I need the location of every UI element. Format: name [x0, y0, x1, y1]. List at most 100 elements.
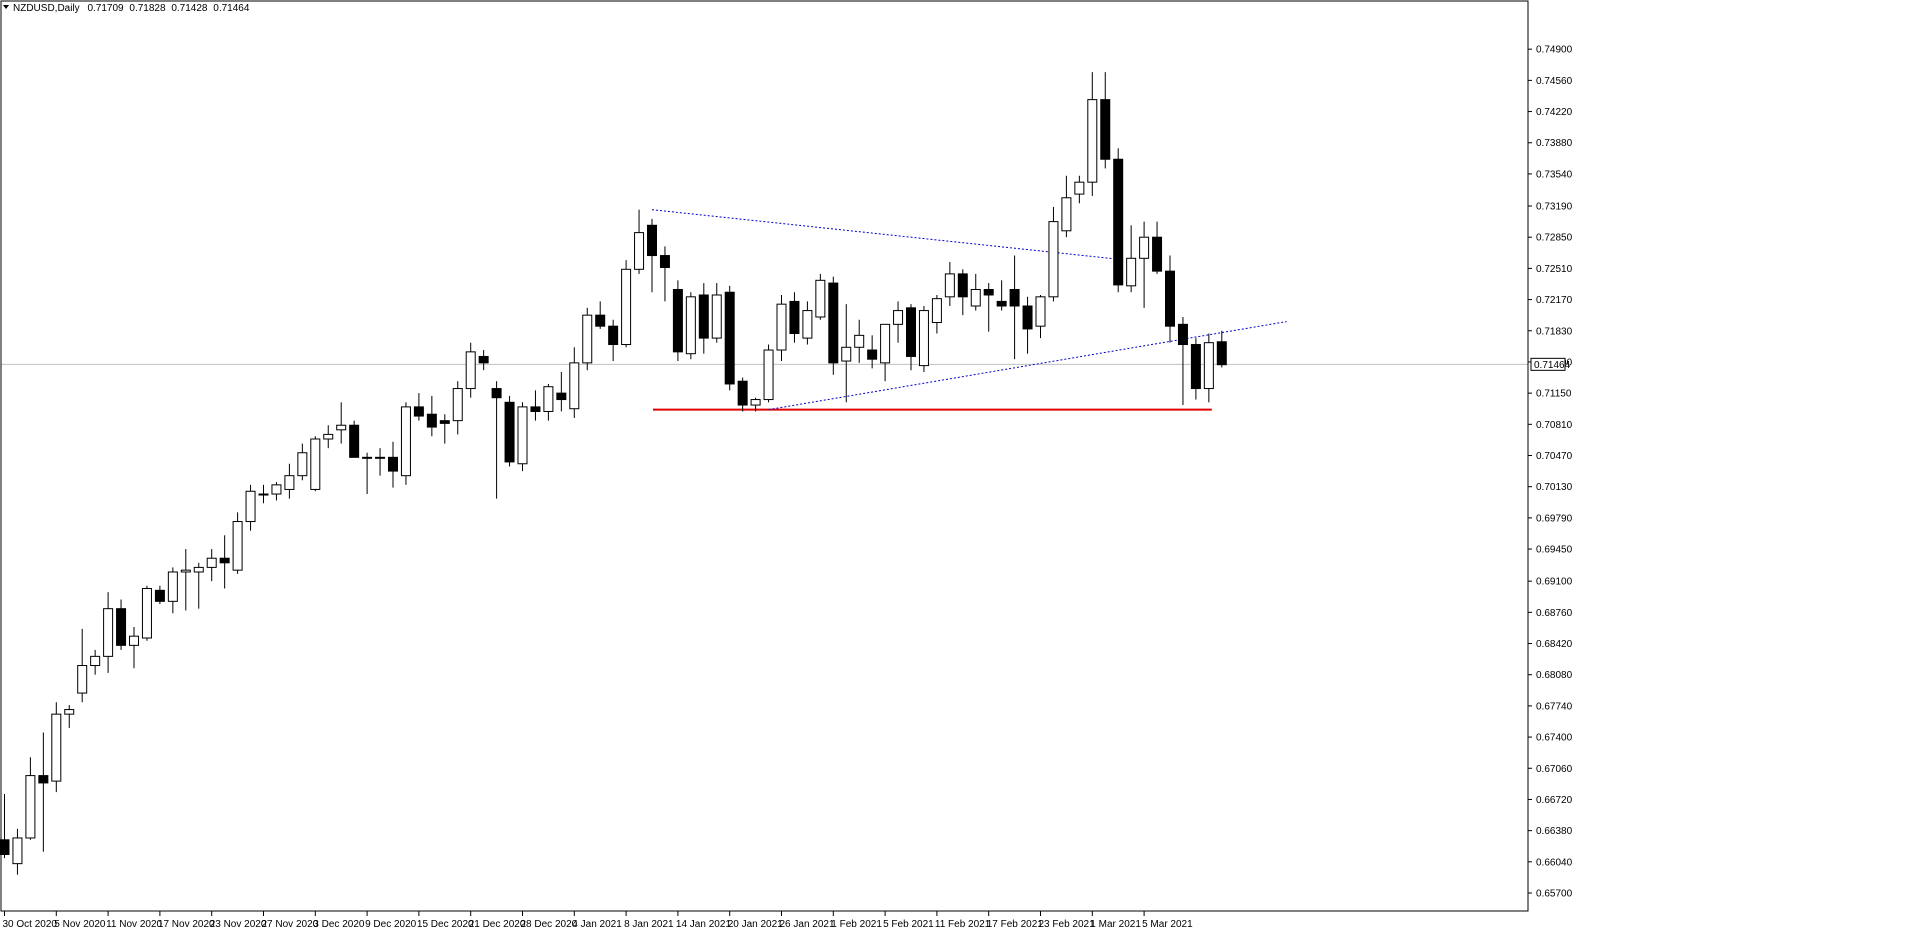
- candle[interactable]: [245, 484, 256, 531]
- candle[interactable]: [970, 273, 981, 311]
- candle[interactable]: [698, 283, 709, 354]
- candle[interactable]: [51, 702, 62, 793]
- candle[interactable]: [815, 273, 826, 320]
- candle[interactable]: [219, 535, 230, 589]
- trendline[interactable]: [768, 321, 1287, 411]
- candle[interactable]: [737, 377, 748, 412]
- candle[interactable]: [504, 395, 515, 467]
- candle[interactable]: [362, 452, 373, 495]
- candle[interactable]: [1048, 206, 1059, 302]
- candle[interactable]: [1190, 338, 1201, 400]
- candle[interactable]: [957, 269, 968, 316]
- candle[interactable]: [116, 599, 127, 650]
- candle[interactable]: [1100, 72, 1111, 169]
- candle[interactable]: [1035, 294, 1046, 339]
- candle[interactable]: [634, 209, 645, 274]
- candle[interactable]: [647, 218, 657, 293]
- candle[interactable]: [1061, 175, 1072, 238]
- candle[interactable]: [608, 319, 619, 362]
- candle[interactable]: [258, 484, 269, 504]
- candle[interactable]: [724, 285, 735, 391]
- candle[interactable]: [129, 627, 139, 669]
- candle[interactable]: [802, 301, 813, 345]
- candle[interactable]: [711, 283, 722, 343]
- candle[interactable]: [452, 381, 463, 435]
- candle[interactable]: [867, 335, 878, 369]
- candle[interactable]: [556, 372, 567, 412]
- candle[interactable]: [1113, 148, 1124, 293]
- candle[interactable]: [206, 549, 217, 582]
- candle[interactable]: [0, 793, 10, 859]
- candle[interactable]: [167, 567, 178, 614]
- candle[interactable]: [491, 381, 502, 499]
- candle[interactable]: [336, 402, 347, 444]
- candle[interactable]: [854, 319, 865, 363]
- candle[interactable]: [893, 301, 904, 343]
- triangle-down-icon[interactable]: [3, 5, 9, 9]
- candle[interactable]: [77, 628, 88, 703]
- candle[interactable]: [323, 425, 334, 449]
- candle[interactable]: [297, 443, 308, 481]
- candle[interactable]: [828, 276, 839, 375]
- candle[interactable]: [763, 344, 774, 403]
- candle[interactable]: [232, 512, 243, 574]
- candle[interactable]: [543, 383, 554, 421]
- candle[interactable]: [375, 448, 386, 476]
- candle[interactable]: [789, 292, 800, 343]
- candle[interactable]: [841, 304, 852, 403]
- bear-candle-body: [672, 288, 683, 353]
- candle[interactable]: [672, 280, 683, 362]
- candle[interactable]: [64, 704, 75, 728]
- candle[interactable]: [271, 482, 282, 501]
- candle[interactable]: [1177, 317, 1188, 406]
- candle[interactable]: [1009, 255, 1020, 360]
- candle[interactable]: [90, 649, 101, 675]
- candle[interactable]: [582, 307, 593, 371]
- candle[interactable]: [439, 414, 450, 444]
- candle[interactable]: [25, 757, 36, 840]
- candle[interactable]: [1139, 221, 1150, 308]
- candle[interactable]: [1203, 333, 1214, 403]
- candle[interactable]: [193, 562, 204, 609]
- candle[interactable]: [880, 323, 891, 382]
- candle[interactable]: [103, 592, 114, 673]
- candle[interactable]: [400, 402, 411, 485]
- candle[interactable]: [38, 732, 49, 852]
- bull-candle-body: [129, 635, 139, 646]
- candle[interactable]: [478, 350, 489, 371]
- candle[interactable]: [413, 393, 424, 421]
- candle[interactable]: [996, 280, 1007, 311]
- candle[interactable]: [1087, 72, 1098, 196]
- candle[interactable]: [944, 261, 955, 306]
- candle[interactable]: [349, 420, 360, 458]
- candle[interactable]: [776, 294, 787, 362]
- candle[interactable]: [388, 441, 398, 488]
- candle[interactable]: [180, 549, 191, 611]
- candle[interactable]: [12, 828, 23, 875]
- candle[interactable]: [569, 347, 580, 418]
- candle[interactable]: [1165, 255, 1175, 343]
- candle[interactable]: [659, 246, 670, 302]
- candle[interactable]: [154, 585, 165, 605]
- candle[interactable]: [310, 436, 321, 492]
- candle[interactable]: [284, 463, 295, 499]
- candle[interactable]: [983, 283, 994, 332]
- candle[interactable]: [685, 292, 696, 360]
- candle[interactable]: [906, 304, 916, 371]
- candle[interactable]: [517, 402, 528, 472]
- candle[interactable]: [1126, 225, 1137, 293]
- candle[interactable]: [530, 390, 541, 421]
- candle[interactable]: [750, 397, 761, 412]
- candle[interactable]: [465, 342, 476, 398]
- candle[interactable]: [141, 585, 152, 641]
- candle[interactable]: [1216, 330, 1227, 368]
- candle[interactable]: [1152, 221, 1163, 274]
- candle[interactable]: [595, 301, 606, 329]
- candle[interactable]: [426, 395, 437, 437]
- candle[interactable]: [1074, 175, 1085, 204]
- candle[interactable]: [1022, 296, 1033, 354]
- candle[interactable]: [918, 305, 929, 373]
- candle[interactable]: [621, 260, 632, 348]
- candle[interactable]: [931, 294, 942, 334]
